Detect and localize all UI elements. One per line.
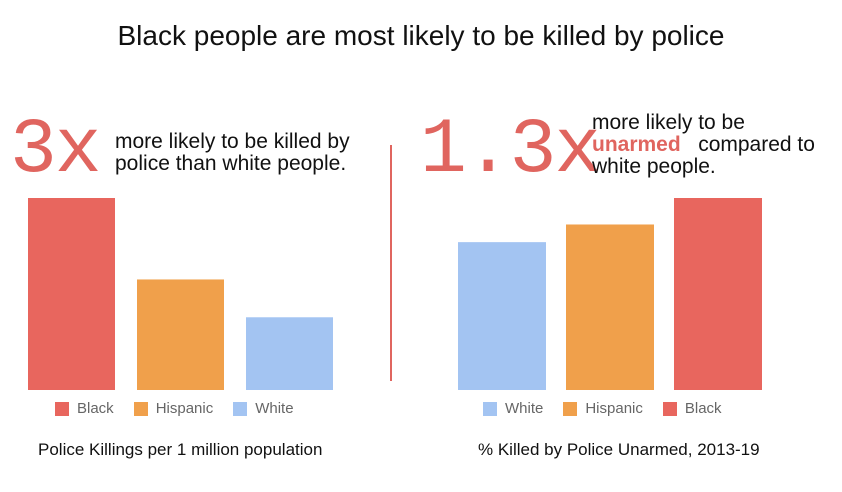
- panel-divider: [390, 145, 392, 381]
- legend-label-black-right: Black: [684, 400, 722, 417]
- legend-swatch-white-right: [483, 401, 497, 416]
- left-bar-chart: [28, 198, 333, 390]
- left-callout: more likely to be killed by police than …: [115, 130, 350, 175]
- left-panel: 3x more likely to be killed by police th…: [0, 0, 400, 492]
- bar-black: [28, 198, 115, 390]
- legend-item-white-right: White: [483, 400, 543, 417]
- right-caption: % Killed by Police Unarmed, 2013-19: [478, 440, 760, 459]
- bar-white: [458, 242, 546, 390]
- right-big-number: 1.3x: [420, 107, 601, 195]
- legend-item-hispanic-right: Hispanic: [563, 400, 643, 417]
- right-legend: White Hispanic Black: [483, 400, 722, 417]
- right-bar-chart: [458, 198, 762, 390]
- left-legend: Black Hispanic White: [55, 400, 294, 417]
- legend-label-black: Black: [77, 400, 114, 417]
- bar-hispanic: [566, 224, 654, 390]
- legend-label-hispanic: Hispanic: [155, 400, 214, 417]
- legend-label-white: White: [255, 400, 294, 417]
- bar-white: [246, 317, 333, 390]
- legend-label-white-right: White: [505, 400, 544, 417]
- right-callout-emphasis: unarmed: [592, 133, 681, 156]
- legend-swatch-black: [55, 401, 69, 416]
- legend-swatch-hispanic: [133, 401, 148, 416]
- bar-black: [674, 198, 762, 390]
- legend-swatch-hispanic-right: [563, 401, 578, 416]
- bar-hispanic: [137, 279, 224, 390]
- right-callout-pre: more likely to be: [592, 111, 745, 134]
- legend-item-white: White: [233, 400, 294, 417]
- right-panel: 1.3x more likely to be unarmed compared …: [400, 0, 842, 492]
- left-caption: Police Killings per 1 million population: [38, 440, 323, 459]
- legend-item-hispanic: Hispanic: [133, 400, 214, 417]
- legend-item-black-right: Black: [662, 400, 722, 417]
- legend-label-hispanic-right: Hispanic: [585, 400, 643, 417]
- right-callout: more likely to be unarmed compared to wh…: [592, 112, 832, 178]
- chart-title: Black people are most likely to be kille…: [117, 20, 725, 51]
- legend-swatch-black-right: [662, 401, 677, 416]
- right-callout-post: compared to white people.: [592, 133, 815, 178]
- left-big-number: 3x: [10, 107, 102, 195]
- legend-item-black: Black: [55, 400, 114, 417]
- legend-swatch-white: [233, 401, 248, 416]
